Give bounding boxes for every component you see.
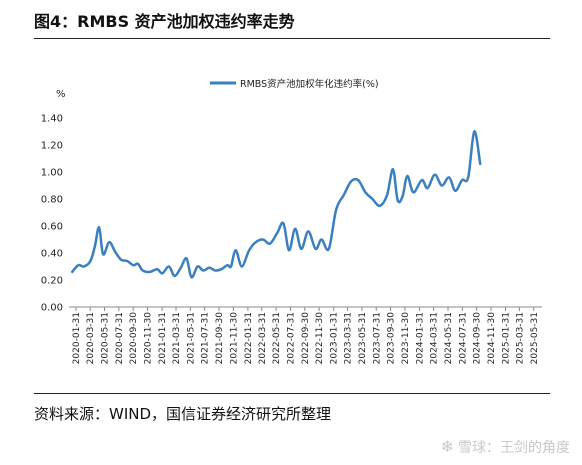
y-axis-unit: % xyxy=(56,89,66,100)
y-tick-label: 0.00 xyxy=(41,303,63,314)
series-layer xyxy=(71,130,482,279)
series-line xyxy=(71,130,482,279)
x-tick-label: 2024-03-31 xyxy=(430,312,440,364)
x-tick-label: 2020-07-31 xyxy=(115,312,125,364)
x-tick-label: 2023-11-30 xyxy=(401,312,411,365)
x-tick-label: 2021-01-31 xyxy=(158,312,168,364)
axes-layer: 0.00 0.20 0.40 0.60 0.80 1.00 1.20 1.40 2020-01-… xyxy=(41,114,542,365)
y-tick-label: 0.80 xyxy=(41,195,63,206)
x-tick-label: 2022-01-31 xyxy=(244,312,254,364)
x-tick-label: 2022-07-31 xyxy=(286,312,296,364)
x-tick-label: 2021-07-31 xyxy=(201,312,211,364)
snowball-icon: ❄ xyxy=(440,437,454,456)
x-tick-label: 2022-09-30 xyxy=(301,312,311,365)
x-tick-label: 2021-05-31 xyxy=(186,312,196,364)
legend-label: RMBS资产池加权年化违约率(%) xyxy=(240,78,379,90)
x-tick-label: 2023-09-30 xyxy=(387,312,397,365)
x-tick-label: 2021-09-30 xyxy=(215,312,225,365)
x-tick-label: 2023-05-31 xyxy=(358,312,368,364)
x-tick-label: 2024-09-30 xyxy=(473,312,483,365)
x-tick-label: 2025-03-31 xyxy=(515,312,525,364)
x-tick-label: 2022-11-30 xyxy=(315,312,325,365)
x-tick-label: 2022-03-31 xyxy=(258,312,268,364)
y-tick-label: 1.20 xyxy=(41,141,63,152)
watermark: ❄ 雪球：王剑的角度 xyxy=(441,437,570,457)
legend: RMBS资产池加权年化违约率(%) xyxy=(210,78,379,90)
x-tick-label: 2021-11-30 xyxy=(229,312,239,365)
x-tick-label: 2020-05-31 xyxy=(100,312,110,364)
x-tick-label: 2022-05-31 xyxy=(272,312,282,364)
x-tick-label: 2020-03-31 xyxy=(86,312,96,364)
x-tick-label: 2020-11-30 xyxy=(144,312,154,365)
top-rule xyxy=(34,38,550,39)
x-tick-label: 2024-05-31 xyxy=(444,312,454,364)
y-tick-label: 0.60 xyxy=(41,222,63,233)
x-tick-label: 2020-09-30 xyxy=(129,312,139,365)
bottom-rule xyxy=(34,393,550,394)
figure-title: 图4：RMBS 资产池加权违约率走势 xyxy=(34,12,295,31)
x-tick-label: 2025-05-31 xyxy=(530,312,540,364)
watermark-text: 雪球：王剑的角度 xyxy=(458,440,570,456)
x-tick-label: 2024-01-31 xyxy=(416,312,426,364)
line-chart: 0.00 0.20 0.40 0.60 0.80 1.00 1.20 1.40 2020-01-… xyxy=(41,78,542,365)
x-tick-label: 2024-11-30 xyxy=(487,312,497,365)
x-tick-label: 2023-07-31 xyxy=(372,312,382,364)
y-tick-label: 0.40 xyxy=(41,249,63,260)
x-tick-label: 2023-03-31 xyxy=(344,312,354,364)
y-tick-label: 0.20 xyxy=(41,276,63,287)
x-tick-label: 2020-01-31 xyxy=(72,312,82,364)
x-tick-label: 2021-03-31 xyxy=(172,312,182,364)
y-tick-label: 1.00 xyxy=(41,168,63,179)
y-tick-label: 1.40 xyxy=(41,114,63,125)
x-tick-label: 2024-07-31 xyxy=(458,312,468,364)
x-tick-label: 2025-01-31 xyxy=(502,312,512,364)
x-tick-label: 2023-01-31 xyxy=(330,312,340,364)
source-note: 资料来源：WIND，国信证券经济研究所整理 xyxy=(34,405,332,423)
